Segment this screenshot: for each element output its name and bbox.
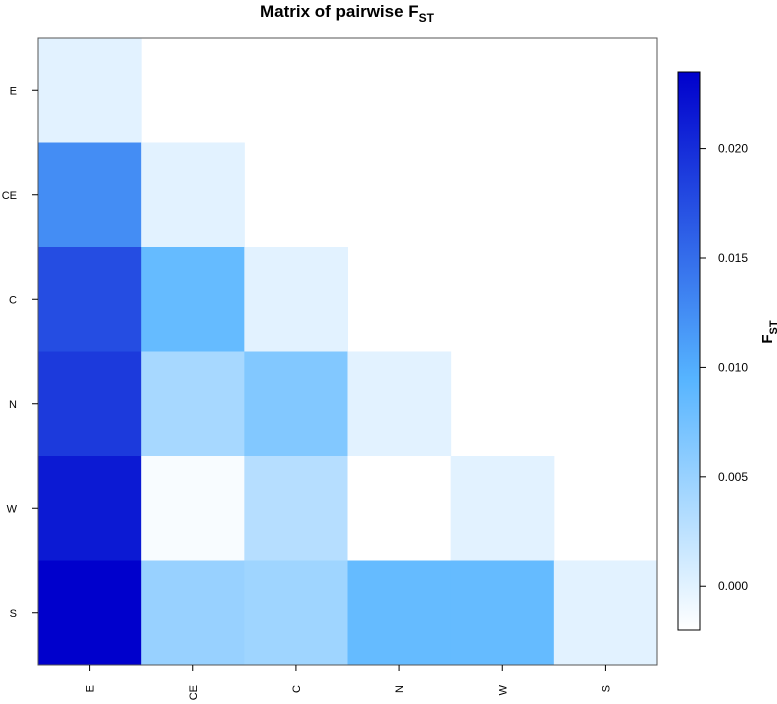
heatmap-cell [553, 560, 658, 666]
heatmap-cells [38, 38, 658, 666]
y-tick-label: N [9, 399, 17, 411]
y-tick-label: CE [2, 190, 17, 202]
plot-border [37, 37, 658, 666]
heatmap-cell [38, 38, 142, 143]
chart-title-main: Matrix of pairwise F [260, 2, 419, 21]
heatmap-cell [450, 456, 555, 561]
x-tick-label: N [394, 685, 406, 693]
y-tick-label: W [7, 503, 18, 515]
heatmap-cell [141, 142, 245, 248]
y-axis: E CE C N W S [2, 85, 38, 620]
colorbar: 0.000 0.005 0.010 0.015 0.020 [677, 71, 748, 631]
heatmap-cell [141, 456, 245, 561]
colorbar-tick-label: 0.020 [718, 142, 748, 156]
colorbar-label: FST [759, 320, 777, 344]
x-tick-label: C [291, 685, 303, 693]
chart-title: Matrix of pairwise FST [260, 2, 435, 25]
y-tick-label: E [10, 85, 17, 97]
heatmap-cell [38, 351, 142, 457]
heatmap-cell [244, 560, 348, 666]
heatmap-cell [141, 351, 245, 457]
y-tick-label: S [10, 608, 17, 620]
colorbar-tick-label: 0.010 [718, 360, 748, 374]
x-axis: E CE C N W S [85, 665, 612, 700]
x-tick-label: W [497, 684, 509, 695]
heatmap-cell [38, 142, 142, 248]
colorbar-gradient [677, 71, 701, 631]
colorbar-tick-label: 0.005 [718, 470, 748, 484]
heatmap-cell [347, 560, 452, 666]
heatmap-cell [450, 560, 555, 666]
heatmap-cell [38, 560, 142, 666]
x-tick-label: CE [188, 685, 200, 700]
heatmap-cell [141, 560, 245, 666]
heatmap-cell [244, 456, 348, 561]
colorbar-label-main: F [759, 334, 776, 343]
heatmap-cell [347, 456, 452, 561]
y-tick-label: C [9, 294, 17, 306]
x-tick-label: S [600, 685, 612, 692]
colorbar-tick-label: 0.000 [718, 579, 748, 593]
chart-title-subscript: ST [419, 11, 435, 25]
heatmap-cell [244, 351, 348, 457]
x-tick-label: E [85, 685, 97, 692]
heatmap-cell [347, 351, 452, 457]
heatmap-cell [141, 247, 245, 352]
heatmap-cell [38, 247, 142, 352]
heatmap-cell [38, 456, 142, 561]
heatmap-cell [244, 247, 348, 352]
colorbar-tick-label: 0.015 [718, 251, 748, 265]
colorbar-label-subscript: ST [768, 320, 777, 334]
